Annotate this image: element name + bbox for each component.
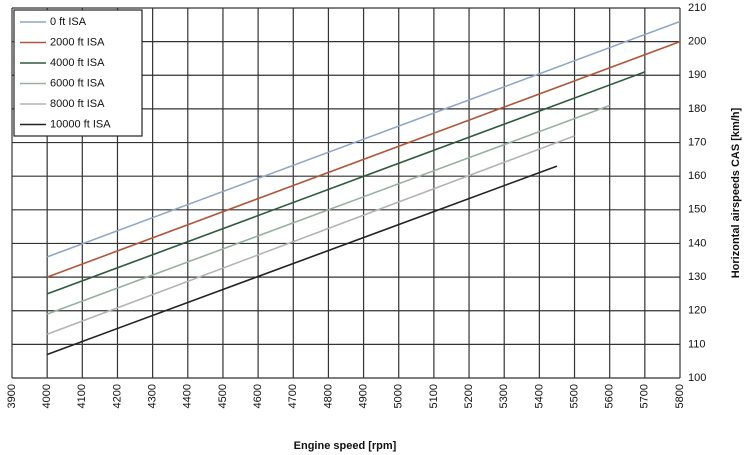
x-tick-label: 5600 xyxy=(604,384,616,408)
y-tick-label: 140 xyxy=(688,237,706,249)
legend-label: 4000 ft ISA xyxy=(50,57,105,69)
x-tick-label: 4900 xyxy=(357,384,369,408)
x-tick-label: 4100 xyxy=(76,384,88,408)
x-tick-label: 4700 xyxy=(287,384,299,408)
y-tick-label: 200 xyxy=(688,36,706,48)
series-line xyxy=(46,135,575,336)
x-tick-label: 5500 xyxy=(568,384,580,408)
x-axis-label: Engine speed [rpm] xyxy=(294,440,397,452)
x-tick-label: 4600 xyxy=(252,384,264,408)
x-tick-label: 5000 xyxy=(393,384,405,408)
y-tick-label: 130 xyxy=(688,271,706,283)
x-tick-label: 3900 xyxy=(6,384,18,408)
x-tick-label: 5700 xyxy=(639,384,651,408)
legend-box xyxy=(13,9,143,137)
series-line xyxy=(46,165,558,356)
y-axis-label: Horizontal airspeeds CAS [km/h] xyxy=(730,107,742,278)
x-tick-label: 5300 xyxy=(498,384,510,408)
x-tick-label: 5200 xyxy=(463,384,475,408)
y-tick-label: 160 xyxy=(688,170,706,182)
x-tick-label: 4800 xyxy=(322,384,334,408)
y-tick-label: 100 xyxy=(688,372,706,384)
series-line xyxy=(46,20,681,258)
series-line xyxy=(46,71,646,295)
legend-label: 8000 ft ISA xyxy=(50,98,105,110)
y-tick-label: 180 xyxy=(688,103,706,115)
legend-label: 0 ft ISA xyxy=(50,16,87,28)
legend-label: 10000 ft ISA xyxy=(50,118,111,130)
y-tick-label: 170 xyxy=(688,136,706,148)
y-tick-label: 110 xyxy=(688,338,706,350)
x-tick-label: 4400 xyxy=(182,384,194,408)
x-tick-label: 4500 xyxy=(217,384,229,408)
y-tick-label: 150 xyxy=(688,204,706,216)
x-tick-label: 4000 xyxy=(41,384,53,408)
x-tick-label: 5800 xyxy=(674,384,686,408)
x-tick-label: 4200 xyxy=(111,384,123,408)
x-tick-label: 4300 xyxy=(147,384,159,408)
x-tick-label: 5100 xyxy=(428,384,440,408)
y-tick-label: 210 xyxy=(688,2,706,14)
y-tick-label: 120 xyxy=(688,305,706,317)
legend-label: 2000 ft ISA xyxy=(50,36,105,48)
series-line xyxy=(46,104,610,315)
legend: 0 ft ISA 2000 ft ISA 4000 ft ISA 6000 ft IS… xyxy=(13,9,143,137)
y-tick-label: 190 xyxy=(688,69,706,81)
x-tick-label: 5400 xyxy=(533,384,545,408)
legend-label: 6000 ft ISA xyxy=(50,77,105,89)
series-line xyxy=(46,40,681,278)
